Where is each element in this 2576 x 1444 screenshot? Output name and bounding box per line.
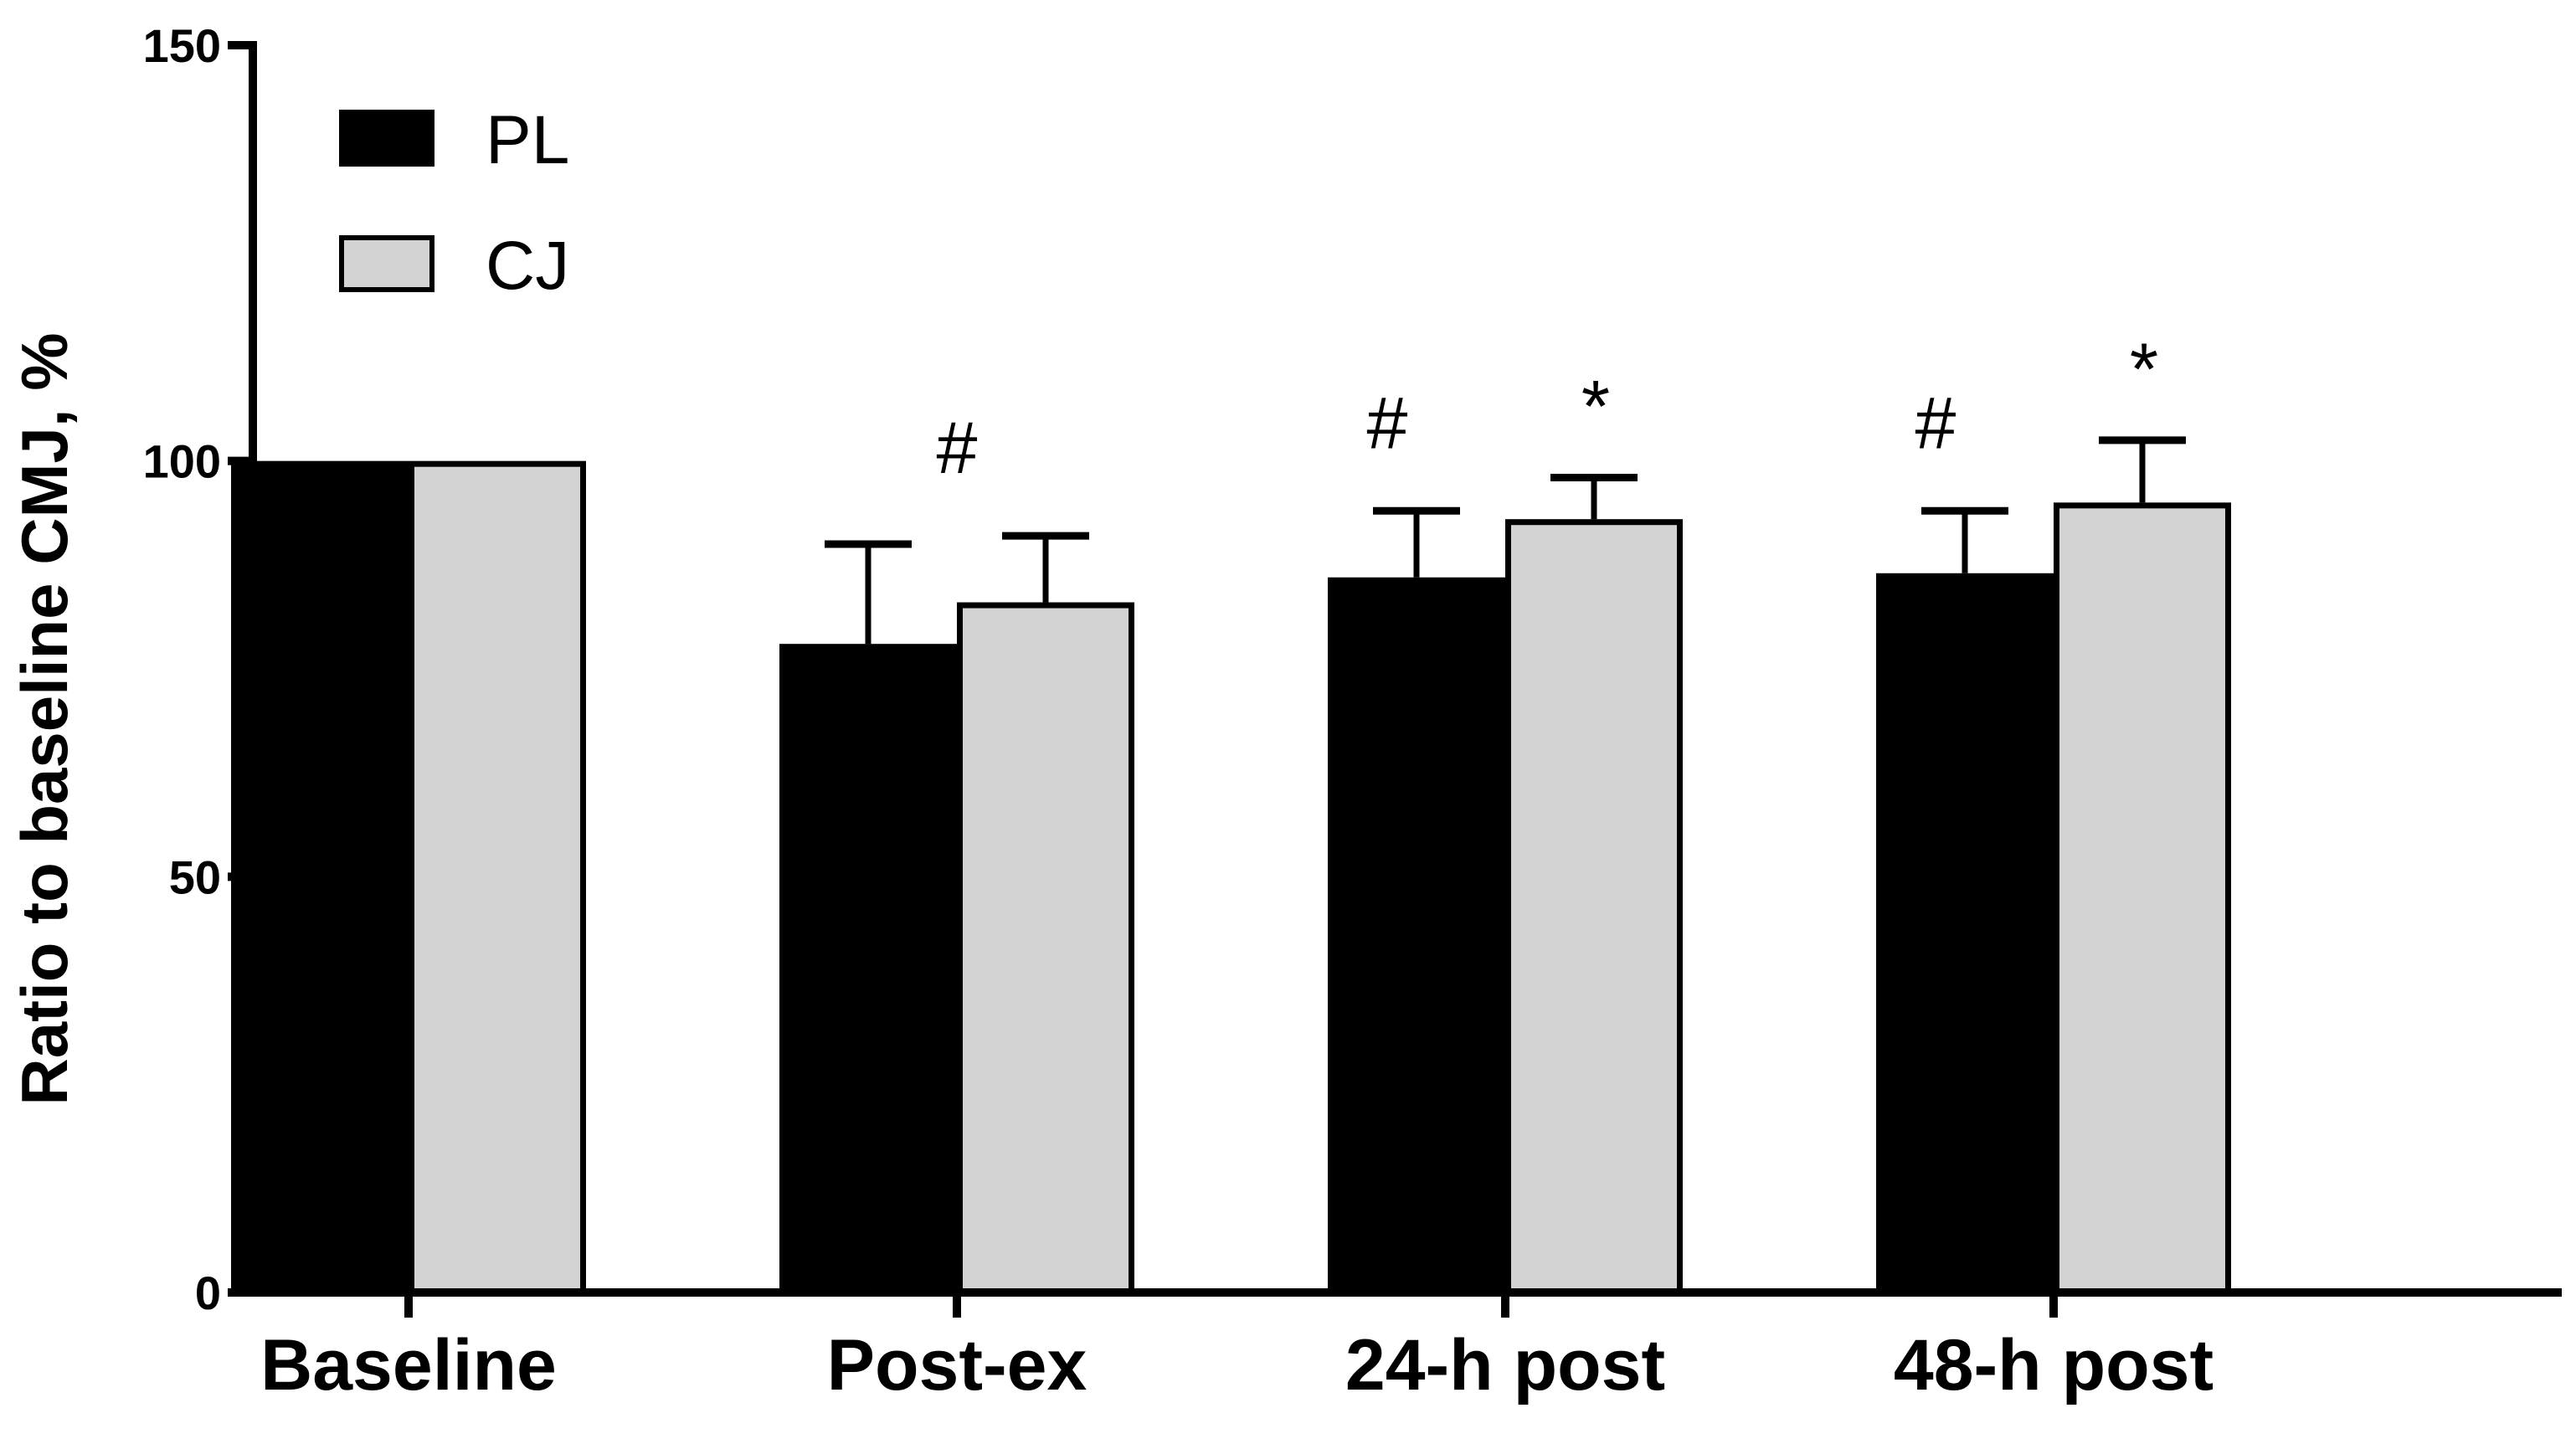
annotation-hash-24-h-post-1: # — [1367, 381, 1408, 464]
y-axis-title: Ratio to baseline CMJ, % — [8, 332, 81, 1105]
legend: PL CJ — [339, 102, 569, 304]
bar-pl-24-h-post — [1328, 577, 1505, 1296]
bar-cj-baseline — [409, 460, 586, 1296]
y-tick-label-150: 150 — [143, 19, 221, 72]
bar-cj-48-h-post — [2054, 502, 2231, 1296]
y-ticks-layer: 0 50 100 150 — [143, 19, 2058, 1319]
x-tick-label-24-h-post: 24-h post — [1345, 1325, 1665, 1405]
bars-layer — [231, 460, 2231, 1296]
x-tick-label-post-ex: Post-ex — [827, 1325, 1087, 1405]
bar-pl-baseline — [231, 460, 409, 1296]
bar-cj-post-ex — [957, 602, 1134, 1296]
x-tick-label-baseline: Baseline — [260, 1325, 557, 1405]
bar-pl-48-h-post — [1876, 573, 2054, 1296]
legend-label-pl: PL — [486, 102, 569, 178]
bar-pl-post-ex — [779, 644, 957, 1296]
x-tick-label-48-h-post: 48-h post — [1894, 1325, 2214, 1405]
annotations-layer: # # * # * — [937, 327, 2159, 489]
error-bars-layer — [825, 436, 2186, 645]
legend-swatch-pl — [339, 110, 434, 167]
y-tick-label-50: 50 — [169, 850, 221, 903]
annotation-hash-48-h-post-3: # — [1915, 381, 1956, 464]
legend-label-cj: CJ — [486, 228, 569, 304]
legend-swatch-cj — [339, 235, 434, 292]
annotation-asterisk-48-h-post-4: * — [2130, 327, 2158, 410]
bar-cj-24-h-post — [1505, 519, 1683, 1296]
y-tick-label-100: 100 — [143, 435, 221, 488]
annotation-hash-post-ex-0: # — [937, 406, 978, 489]
annotation-asterisk-24-h-post-2: * — [1581, 365, 1610, 448]
x-labels-layer: Baseline Post-ex 24-h post 48-h post — [260, 1325, 2214, 1405]
y-tick-label-0: 0 — [195, 1267, 221, 1319]
axes-layer — [249, 41, 2562, 1297]
